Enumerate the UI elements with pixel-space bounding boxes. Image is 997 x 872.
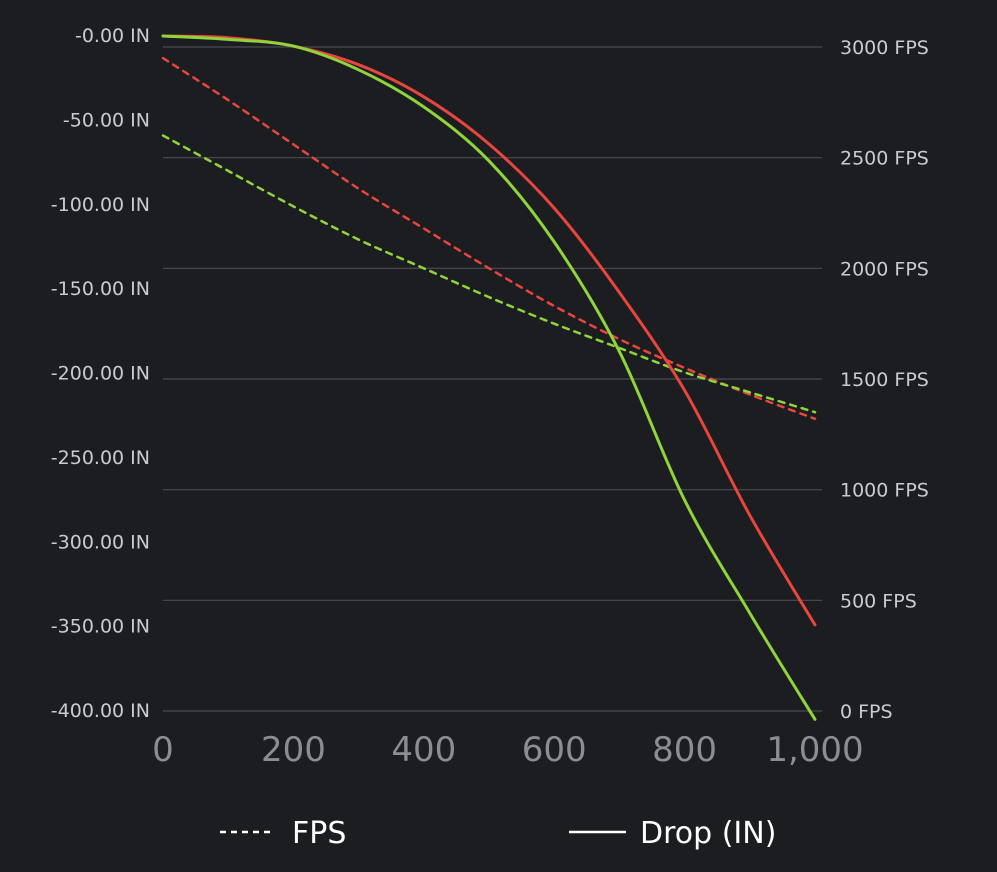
drop-line-red <box>161 34 817 627</box>
left-tick-label: -200.00 IN <box>51 363 150 385</box>
left-axis-ticks: -0.00 IN -50.00 IN -100.00 IN -150.00 IN -20… <box>51 25 150 722</box>
right-tick-label: 2500 FPS <box>840 148 929 170</box>
legend-label: FPS <box>292 816 346 851</box>
right-axis-ticks: 3000 FPS 2500 FPS 2000 FPS 1500 FPS 1000 FPS… <box>840 37 929 723</box>
left-tick-label: -50.00 IN <box>63 109 150 131</box>
right-tick-label: 0 FPS <box>840 701 893 723</box>
left-tick-label: -400.00 IN <box>51 700 150 722</box>
right-tick-label: 1000 FPS <box>840 480 929 502</box>
x-tick-label: 200 <box>261 730 326 770</box>
right-tick-label: 2000 FPS <box>840 258 929 280</box>
right-tick-label: 1500 FPS <box>840 369 929 391</box>
left-tick-label: -250.00 IN <box>51 447 150 469</box>
x-tick-label: 0 <box>152 730 174 770</box>
right-tick-label: 500 FPS <box>840 590 917 612</box>
drop-line-green <box>161 34 817 721</box>
left-tick-label: -0.00 IN <box>75 25 150 47</box>
right-tick-label: 3000 FPS <box>840 37 929 59</box>
x-tick-label: 400 <box>391 730 456 770</box>
legend-label: Drop (IN) <box>640 816 776 851</box>
left-tick-label: -100.00 IN <box>51 194 150 216</box>
series-lines <box>161 34 817 721</box>
x-tick-label: 600 <box>522 730 587 770</box>
fps-line-green <box>161 134 817 414</box>
x-tick-label: 800 <box>652 730 717 770</box>
x-axis-ticks: 0 200 400 600 800 1,000 <box>152 730 863 770</box>
left-tick-label: -150.00 IN <box>51 278 150 300</box>
legend: FPS Drop (IN) <box>220 816 776 851</box>
fps-line-red <box>161 56 817 421</box>
left-tick-label: -300.00 IN <box>51 531 150 553</box>
x-tick-label: 1,000 <box>766 730 863 770</box>
left-tick-label: -350.00 IN <box>51 616 150 638</box>
grid-lines <box>163 46 822 712</box>
